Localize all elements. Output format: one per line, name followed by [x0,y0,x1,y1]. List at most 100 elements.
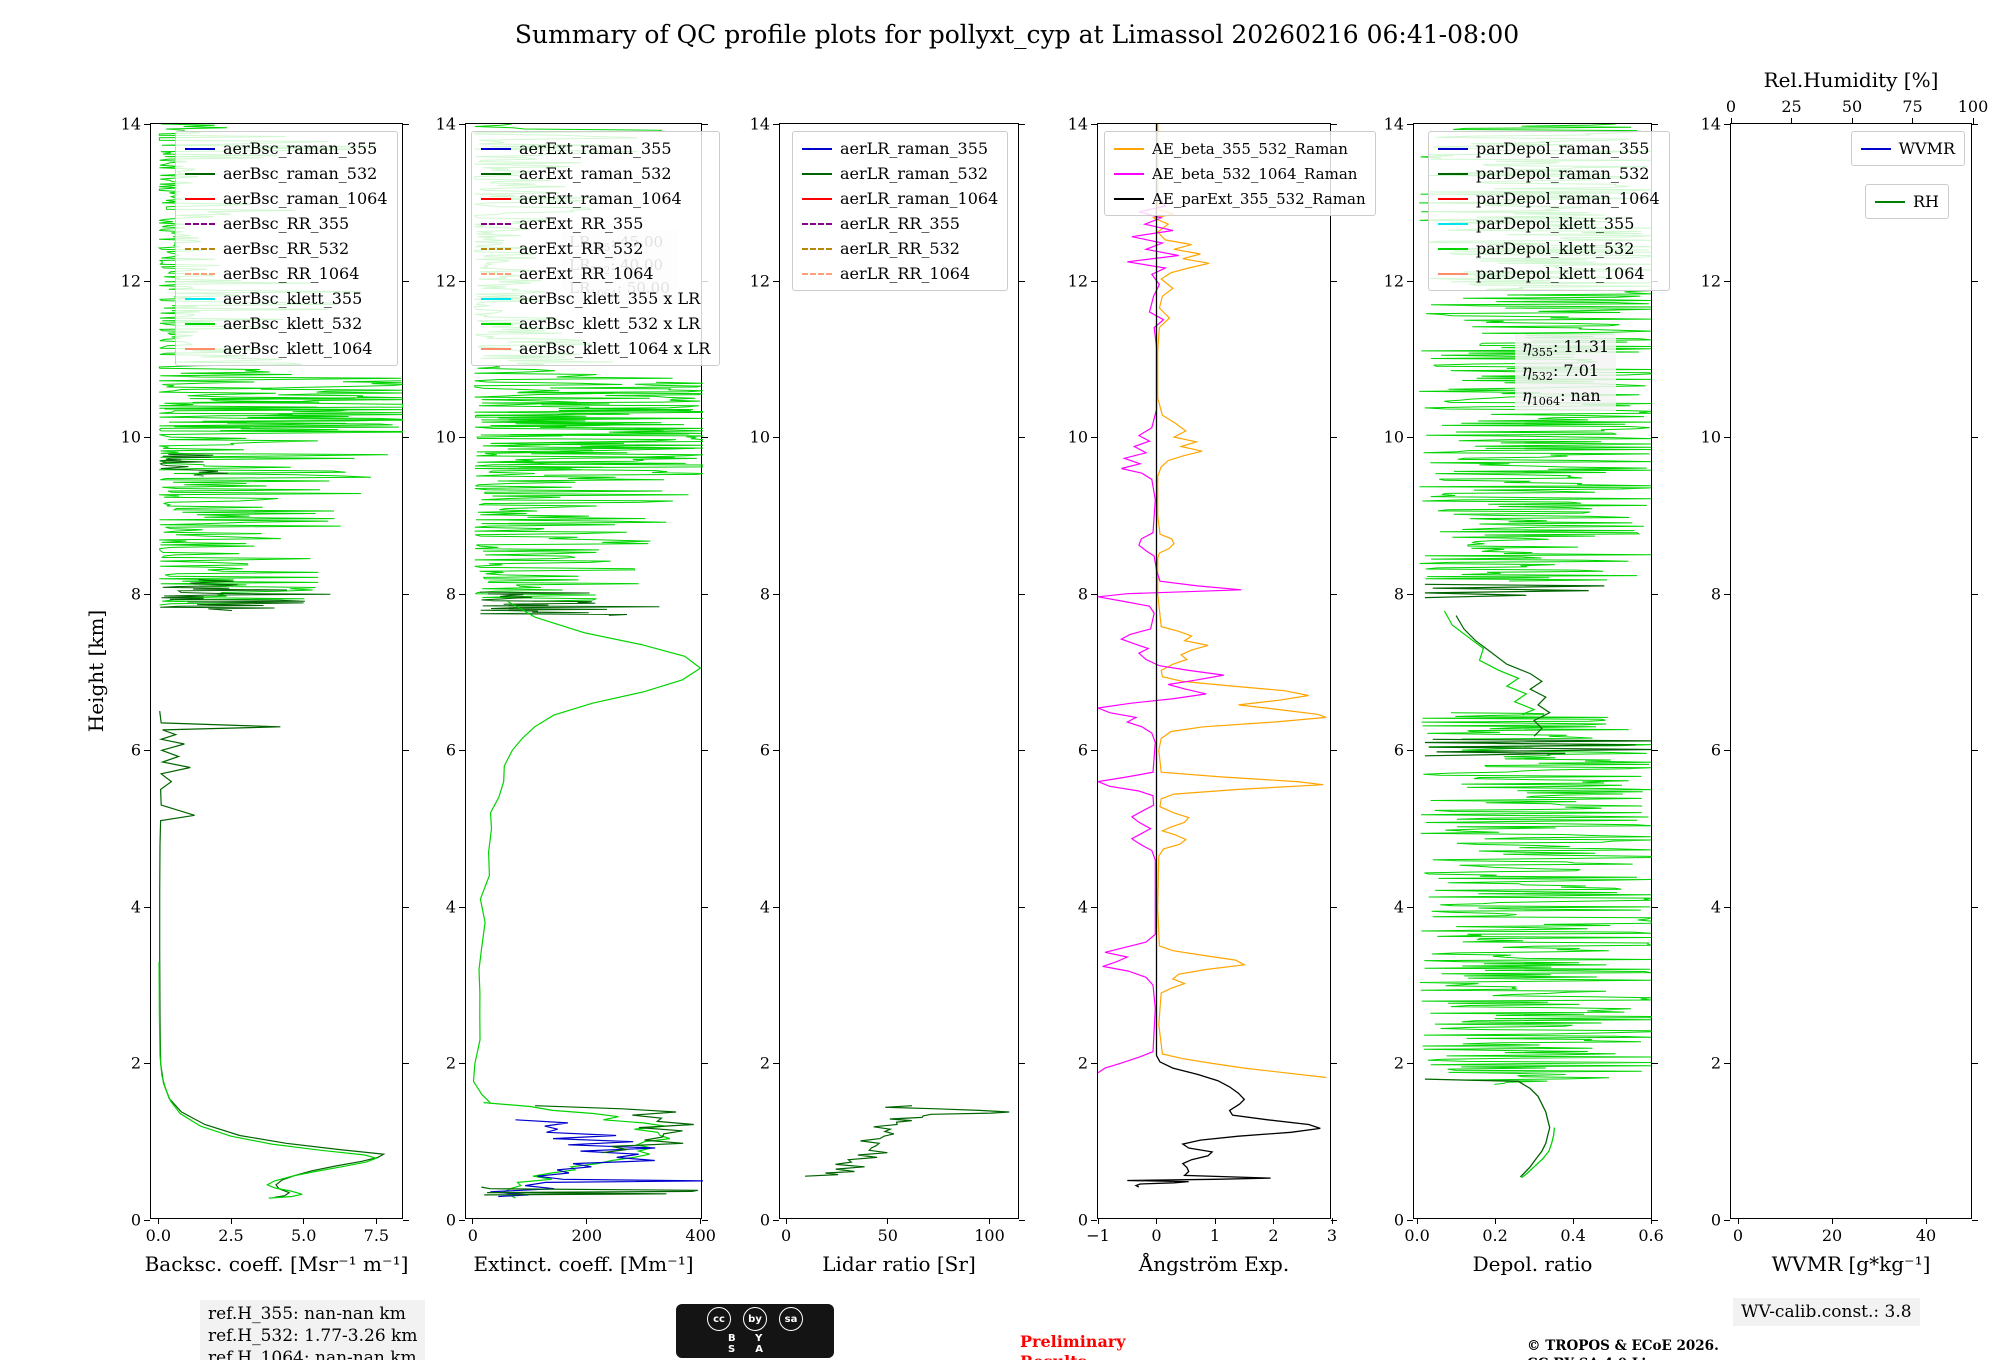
y-tick-right [1972,906,1978,908]
y-tick-left [1091,280,1097,282]
y-axis-label: Height [km] [84,609,108,733]
legend-item: AE_beta_355_532_Raman [1114,136,1366,161]
x-tick [1214,1218,1216,1224]
annotation-subscript: 355 [1531,346,1553,360]
y-tick-right [1019,906,1025,908]
x-tick-label: 0 [781,1226,792,1245]
series-angstrom-0 [1151,124,1327,1079]
legend-line-sample [481,197,511,200]
legend-label: aerExt_RR_1064 [519,264,654,283]
y-tick-label: 4 [759,897,770,917]
y-tick-left [1407,750,1413,752]
ref-h-1064: ref.H_1064: nan-nan km [208,1348,417,1360]
legend-label: aerLR_RR_355 [840,214,960,233]
series-backscatter-1 [164,380,403,433]
legend-label: aerBsc_klett_1064 x LR [519,339,711,358]
legend-label: aerExt_raman_532 [519,164,672,183]
annotation-line: η532: 7.01 [1522,360,1609,384]
legend-item: parDepol_klett_532 [1438,236,1660,261]
y-tick-label: 14 [120,114,141,134]
legend-item: aerExt_raman_532 [481,161,710,186]
x-tick [157,1218,159,1224]
x-tick [700,1218,702,1224]
cc-icon: cc [707,1307,731,1331]
top-tick-label: 75 [1902,97,1923,116]
legend-line-sample [1438,222,1468,225]
top-tick [1730,118,1732,124]
y-tick-label: 10 [1383,427,1404,447]
y-tick-left [1407,593,1413,595]
legend-label: aerExt_raman_355 [519,139,672,158]
y-tick-right [1019,1220,1025,1221]
x-tick-label: 40 [1915,1226,1937,1245]
x-tick-label: 0.0 [1404,1226,1430,1245]
y-tick-left [459,1063,465,1065]
y-tick-right [1331,280,1337,282]
top-tick-label: 100 [1957,97,1989,116]
y-tick-right [1331,593,1337,595]
y-tick-right [1019,1063,1025,1065]
plot-lidar-ratio: 0 50 100 0 2 4 6 8 10 12 14 Lidar ratio [Sr] aerLR_r… [750,115,1025,1276]
x-tick [887,1218,889,1224]
legend-line-sample [1875,200,1905,203]
legend-line-sample [1114,147,1144,150]
legend-item: AE_beta_532_1064_Raman [1114,161,1366,186]
legend-line-sample [1438,272,1468,275]
annotation-symbol: η [1522,385,1532,405]
legend-item: aerExt_raman_355 [481,136,710,161]
top-axis-label: Rel.Humidity [%] [1763,68,1939,92]
series-depol-5 [1424,738,1652,757]
legend-label: parDepol_klett_1064 [1476,264,1645,283]
y-tick-right [1652,437,1658,439]
x-tick [785,1218,787,1224]
preliminary-line-2: Results. [1020,1352,1126,1360]
x-tick-label: 0 [1151,1226,1162,1245]
y-tick-left [1407,437,1413,439]
series-backscatter-5 [158,961,379,1199]
legend-item: aerLR_raman_532 [802,161,998,186]
legend-item: aerLR_RR_355 [802,211,998,236]
y-tick-right [1652,906,1658,908]
legend-item: WVMR [1860,136,1955,161]
legend-item: RH [1875,189,1939,214]
annotation-line: η1064: nan [1522,385,1609,409]
series-depol-8 [1521,1127,1556,1179]
y-tick-left [459,906,465,908]
series-angstrom-2 [1127,124,1321,1188]
y-tick-right [1019,593,1025,595]
legend-label: aerLR_raman_532 [840,164,989,183]
x-tick-label: 0 [467,1226,478,1245]
y-tick-left [773,593,779,595]
y-tick-label: 0 [1710,1210,1721,1230]
y-tick-right [403,280,409,282]
y-tick-label: 10 [1067,427,1088,447]
y-tick-right [1019,280,1025,282]
y-tick-label: 12 [435,271,456,291]
legend-label: aerBsc_raman_1064 [223,189,388,208]
y-tick-right [403,1220,409,1221]
top-tick-label: 0 [1725,97,1737,116]
y-tick-label: 4 [1393,897,1404,917]
legend-item: aerLR_RR_1064 [802,261,998,286]
x-tick [1572,1218,1574,1224]
y-tick-right [1652,750,1658,752]
y-tick-left [1724,1220,1730,1221]
x-tick-label: 7.5 [363,1226,390,1245]
y-tick-right [403,906,409,908]
y-tick-right [1331,750,1337,752]
y-tick-left [144,593,150,595]
y-tick-left [144,906,150,908]
y-tick-label: 12 [1067,271,1088,291]
top-tick [1851,118,1853,124]
series-extinction-5 [490,1119,703,1198]
y-tick-right [702,593,708,595]
legend-item: aerLR_raman_1064 [802,186,998,211]
x-tick-label: 20 [1821,1226,1843,1245]
series-extinction-7 [481,1186,699,1196]
y-tick-label: 8 [1710,584,1721,604]
series-depol-2 [1421,712,1629,740]
legend-extinction-0: aerExt_raman_355 aerExt_raman_532 aerExt_r… [471,131,721,366]
legend-label: aerBsc_klett_532 x LR [519,314,701,333]
y-tick-label: 6 [1393,740,1404,760]
y-tick-label: 8 [130,584,141,604]
